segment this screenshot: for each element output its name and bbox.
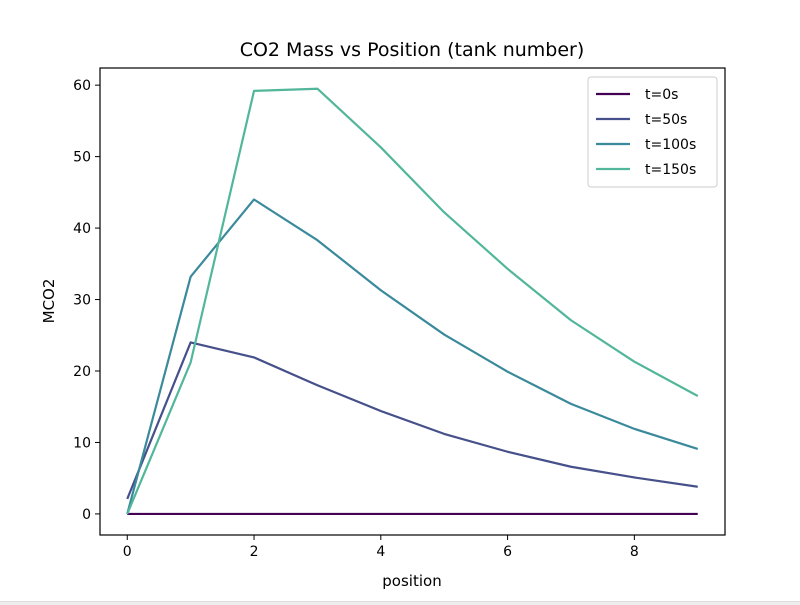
plot-frame <box>99 67 726 536</box>
x-tick-label: 6 <box>503 544 512 560</box>
legend-label: t=100s <box>645 137 696 153</box>
y-tick-label: 30 <box>73 293 91 309</box>
y-tick-label: 40 <box>73 221 91 237</box>
x-tick-label: 4 <box>376 544 385 560</box>
x-tick-label: 0 <box>123 544 132 560</box>
legend-label: t=50s <box>645 112 687 128</box>
series-line-t=150s <box>126 87 699 515</box>
series-line-t=50s <box>126 341 698 500</box>
legend-label: t=150s <box>645 162 696 178</box>
y-tick-label: 10 <box>73 435 91 451</box>
chart-title: CO2 Mass vs Position (tank number) <box>240 39 585 61</box>
y-axis-label: MCO2 <box>40 279 58 324</box>
x-tick-label: 8 <box>630 544 639 560</box>
x-tick-label: 2 <box>250 544 259 560</box>
y-tick-label: 0 <box>82 507 91 523</box>
legend-box <box>587 76 718 188</box>
x-axis-label: position <box>382 572 441 590</box>
y-tick-label: 20 <box>73 364 91 380</box>
series-line-t=100s <box>126 198 699 515</box>
bottom-divider <box>0 601 800 605</box>
y-tick-label: 50 <box>73 150 91 166</box>
y-tick-label: 60 <box>73 78 91 94</box>
legend-label: t=0s <box>645 87 678 103</box>
legend: t=0s t=50s t=100s t=150s <box>587 76 718 188</box>
